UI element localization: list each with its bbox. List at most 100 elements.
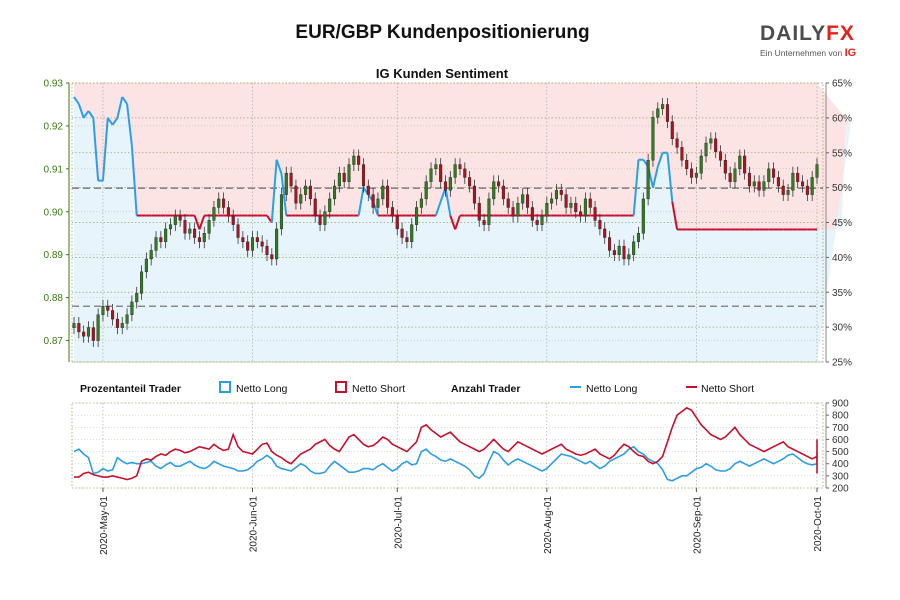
candle xyxy=(86,327,91,337)
candle xyxy=(463,168,467,178)
candle xyxy=(651,117,655,161)
candle xyxy=(598,220,602,230)
count-tick-label: 800 xyxy=(832,411,849,422)
candle xyxy=(497,181,501,187)
candle xyxy=(318,215,322,225)
candle xyxy=(419,198,423,208)
candle xyxy=(723,160,727,174)
sentiment-line-segment xyxy=(77,103,85,119)
price-tick-label: 0.88 xyxy=(44,293,64,304)
candle xyxy=(347,164,351,182)
candle xyxy=(540,215,544,225)
candle xyxy=(608,237,612,251)
candle xyxy=(757,181,761,191)
candle xyxy=(361,164,366,187)
percent-tick-label: 40% xyxy=(832,253,852,264)
candle xyxy=(410,224,414,243)
candle xyxy=(212,207,216,221)
logo-text-b: FX xyxy=(826,22,855,45)
count-tick-label: 500 xyxy=(832,447,849,458)
candle xyxy=(207,220,211,234)
candle xyxy=(164,228,168,243)
logo-wordmark: DAILYFX xyxy=(760,22,870,46)
candle xyxy=(144,258,148,273)
net-long-area xyxy=(74,96,851,362)
page-title: EUR/GBP Kundenpositionierung xyxy=(295,22,590,43)
sentiment-line-segment xyxy=(651,166,659,188)
candle xyxy=(222,198,226,208)
candle xyxy=(554,190,558,200)
candle xyxy=(120,323,124,328)
sentiment-line-segment xyxy=(656,152,664,168)
percent-tick-label: 55% xyxy=(832,148,852,159)
sentiment-line-segment xyxy=(130,145,138,216)
sentiment-line-segment xyxy=(270,159,278,223)
percent-tick-label: 25% xyxy=(832,358,852,369)
date-tick-label: 2020-May-01 xyxy=(99,496,110,555)
logo-sub-text: Ein Unternehmen von xyxy=(760,48,843,58)
percent-tick-label: 50% xyxy=(832,183,852,194)
candle xyxy=(434,164,438,170)
sentiment-line-segment xyxy=(357,187,365,216)
candle xyxy=(217,198,221,208)
candle xyxy=(747,172,751,187)
candle xyxy=(284,172,288,195)
candle xyxy=(308,185,312,200)
candle xyxy=(516,202,520,217)
chart-subtitle: IG Kunden Sentiment xyxy=(376,66,509,81)
candle xyxy=(130,301,134,315)
candle xyxy=(289,172,293,187)
candle xyxy=(646,160,650,200)
candle xyxy=(376,198,380,208)
candle xyxy=(535,220,539,225)
candle xyxy=(275,228,279,260)
sentiment-line-segment xyxy=(434,201,442,216)
legend-long-box-icon xyxy=(219,381,231,393)
candle xyxy=(791,172,795,191)
candle xyxy=(366,185,370,195)
sentiment-line-segment xyxy=(193,215,201,230)
candle xyxy=(521,194,525,204)
percent-tick-label: 30% xyxy=(832,323,852,334)
price-tick-label: 0.89 xyxy=(44,250,64,261)
sentiment-line-segment xyxy=(121,96,128,105)
candle xyxy=(236,224,240,238)
candle xyxy=(709,138,713,144)
candle xyxy=(424,181,428,200)
sentiment-line-segment xyxy=(666,152,674,202)
candle xyxy=(173,215,177,225)
candle xyxy=(579,211,583,217)
count-plot-frame xyxy=(71,402,824,489)
candle xyxy=(140,271,144,294)
candle xyxy=(530,207,534,221)
candle xyxy=(313,198,317,217)
candle xyxy=(255,237,259,243)
candle xyxy=(694,172,698,178)
candle xyxy=(810,177,814,195)
date-tick-label: 2020-Jul-01 xyxy=(393,496,404,549)
candle xyxy=(472,185,476,204)
candle xyxy=(111,310,115,320)
candle xyxy=(82,331,86,337)
brand-logo: DAILYFX Ein Unternehmen von IG xyxy=(760,22,870,59)
count-tick-label: 900 xyxy=(832,399,849,410)
candle xyxy=(246,241,250,251)
candle xyxy=(405,237,409,243)
candle xyxy=(328,198,332,212)
sentiment-line-segment xyxy=(82,110,90,119)
sentiment-line-segment xyxy=(444,187,452,216)
net-short-area xyxy=(74,83,851,230)
sentiment-line-segment xyxy=(106,117,114,126)
date-tick-label: 2020-Oct-01 xyxy=(813,496,824,552)
candle xyxy=(800,181,805,187)
candle xyxy=(72,323,76,328)
candle xyxy=(699,155,703,174)
sentiment-line-segment xyxy=(671,201,679,230)
candle xyxy=(135,293,139,303)
sentiment-line-segment xyxy=(454,215,461,230)
sentiment-line-segment xyxy=(275,159,283,175)
candle xyxy=(627,254,631,260)
legend-group-count: Anzahl Trader xyxy=(451,383,520,395)
candle xyxy=(743,155,747,174)
